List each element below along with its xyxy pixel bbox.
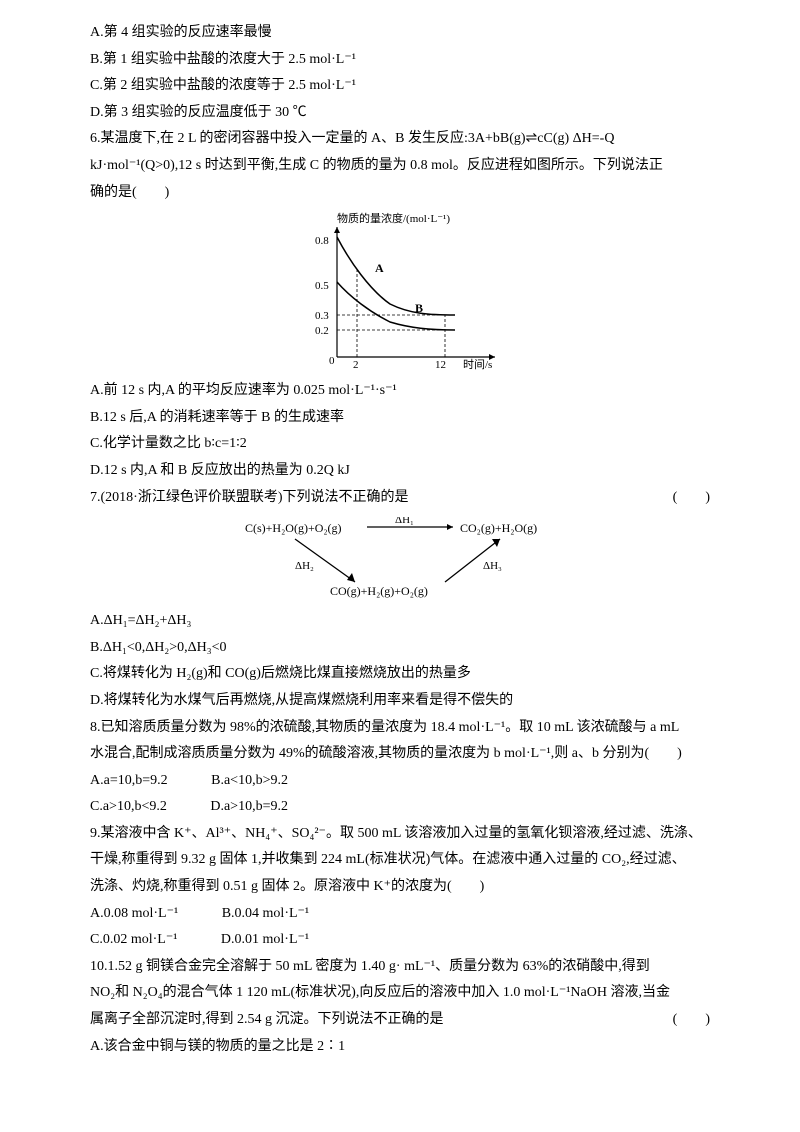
q9-stem-3: 洗涤、灼烧,称重得到 0.51 g 固体 2。原溶液中 K⁺的浓度为( ) <box>90 874 710 901</box>
q6-option-c: C.化学计量数之比 b∶c=1∶2 <box>90 431 710 458</box>
q6-option-d: D.12 s 内,A 和 B 反应放出的热量为 0.2Q kJ <box>90 458 710 485</box>
q8-options-row1: A.a=10,b=9.2 B.a<10,b>9.2 <box>90 768 710 795</box>
q8-option-b: B.a<10,b>9.2 <box>211 768 288 795</box>
q10-option-a: A.该合金中铜与镁的物质的量之比是 2∶1 <box>90 1034 710 1061</box>
q10-stem-1: 10.1.52 g 铜镁合金完全溶解于 50 mL 密度为 1.40 g· mL… <box>90 954 710 981</box>
svg-text:ΔH₂: ΔH₂ <box>295 560 314 572</box>
svg-text:B: B <box>415 301 423 315</box>
q6-stem-1: 6.某温度下,在 2 L 的密闭容器中投入一定量的 A、B 发生反应:3A+bB… <box>90 126 710 153</box>
svg-text:0.3: 0.3 <box>315 310 329 322</box>
q7-option-a: A.ΔH₁=ΔH₂+ΔH₃ <box>90 608 710 635</box>
svg-text:0.8: 0.8 <box>315 235 329 247</box>
q6-stem-3: 确的是( ) <box>90 180 710 207</box>
svg-text:物质的量浓度/(mol·L⁻¹): 物质的量浓度/(mol·L⁻¹) <box>337 212 450 225</box>
svg-text:A: A <box>375 261 384 275</box>
q8-stem-2: 水混合,配制成溶质质量分数为 49%的硫酸溶液,其物质的量浓度为 b mol·L… <box>90 741 710 768</box>
q5-option-d: D.第 3 组实验的反应温度低于 30 ℃ <box>90 100 710 127</box>
q8-stem-1: 8.已知溶质质量分数为 98%的浓硫酸,其物质的量浓度为 18.4 mol·L⁻… <box>90 715 710 742</box>
q7-diagram: C(s)+H₂O(g)+O₂(g) CO₂(g)+H₂O(g) CO(g)+H₂… <box>90 517 710 602</box>
q7-stem: 7.(2018·浙江绿色评价联盟联考)下列说法不正确的是 ( ) <box>90 485 710 512</box>
diag-top-right: CO₂(g)+H₂O(g) <box>460 521 537 535</box>
q8-option-d: D.a>10,b=9.2 <box>210 794 288 821</box>
svg-text:ΔH₃: ΔH₃ <box>483 560 502 572</box>
q9-option-d: D.0.01 mol·L⁻¹ <box>221 927 309 954</box>
q6-chart: 物质的量浓度/(mol·L⁻¹) 0.8 0.5 0.3 0.2 0 2 12 … <box>90 212 710 372</box>
diag-top-left: C(s)+H₂O(g)+O₂(g) <box>245 521 342 535</box>
q5-option-a: A.第 4 组实验的反应速率最慢 <box>90 20 710 47</box>
q7-stem-text: 7.(2018·浙江绿色评价联盟联考)下列说法不正确的是 <box>90 490 409 505</box>
q9-options-row1: A.0.08 mol·L⁻¹ B.0.04 mol·L⁻¹ <box>90 901 710 928</box>
q6-stem-2: kJ·mol⁻¹(Q>0),12 s 时达到平衡,生成 C 的物质的量为 0.8… <box>90 153 710 180</box>
q10-stem-3-text: 属离子全部沉淀时,得到 2.54 g 沉淀。下列说法不正确的是 <box>90 1012 444 1027</box>
q8-options-row2: C.a>10,b<9.2 D.a>10,b=9.2 <box>90 794 710 821</box>
q7-option-c: C.将煤转化为 H₂(g)和 CO(g)后燃烧比煤直接燃烧放出的热量多 <box>90 661 710 688</box>
svg-text:2: 2 <box>353 359 359 371</box>
svg-text:0.5: 0.5 <box>315 280 329 292</box>
q6-option-a: A.前 12 s 内,A 的平均反应速率为 0.025 mol·L⁻¹·s⁻¹ <box>90 378 710 405</box>
q9-stem-2: 干燥,称重得到 9.32 g 固体 1,并收集到 224 mL(标准状况)气体。… <box>90 847 710 874</box>
q9-option-c: C.0.02 mol·L⁻¹ <box>90 927 177 954</box>
q8-option-a: A.a=10,b=9.2 <box>90 768 168 795</box>
q9-option-a: A.0.08 mol·L⁻¹ <box>90 901 178 928</box>
q9-options-row2: C.0.02 mol·L⁻¹ D.0.01 mol·L⁻¹ <box>90 927 710 954</box>
q9-option-b: B.0.04 mol·L⁻¹ <box>222 901 309 928</box>
svg-text:时间/s: 时间/s <box>463 358 492 371</box>
q5-option-b: B.第 1 组实验中盐酸的浓度大于 2.5 mol·L⁻¹ <box>90 47 710 74</box>
q10-paren: ( ) <box>673 1007 710 1034</box>
q10-stem-2: NO₂和 N₂O₄的混合气体 1 120 mL(标准状况),向反应后的溶液中加入… <box>90 980 710 1007</box>
svg-text:ΔH₁: ΔH₁ <box>395 517 414 526</box>
q7-option-d: D.将煤转化为水煤气后再燃烧,从提高煤燃烧利用率来看是得不偿失的 <box>90 688 710 715</box>
q7-paren: ( ) <box>673 485 710 512</box>
svg-text:0: 0 <box>329 355 335 367</box>
q10-stem-3: 属离子全部沉淀时,得到 2.54 g 沉淀。下列说法不正确的是 ( ) <box>90 1007 710 1034</box>
diag-bottom: CO(g)+H₂(g)+O₂(g) <box>330 584 428 598</box>
q8-option-c: C.a>10,b<9.2 <box>90 794 167 821</box>
q9-stem-1: 9.某溶液中含 K⁺、Al³⁺、NH₄⁺、SO₄²⁻。取 500 mL 该溶液加… <box>90 821 710 848</box>
q6-option-b: B.12 s 后,A 的消耗速率等于 B 的生成速率 <box>90 405 710 432</box>
svg-text:0.2: 0.2 <box>315 325 329 337</box>
q5-option-c: C.第 2 组实验中盐酸的浓度等于 2.5 mol·L⁻¹ <box>90 73 710 100</box>
q7-option-b: B.ΔH₁<0,ΔH₂>0,ΔH₃<0 <box>90 635 710 662</box>
svg-text:12: 12 <box>435 359 446 371</box>
